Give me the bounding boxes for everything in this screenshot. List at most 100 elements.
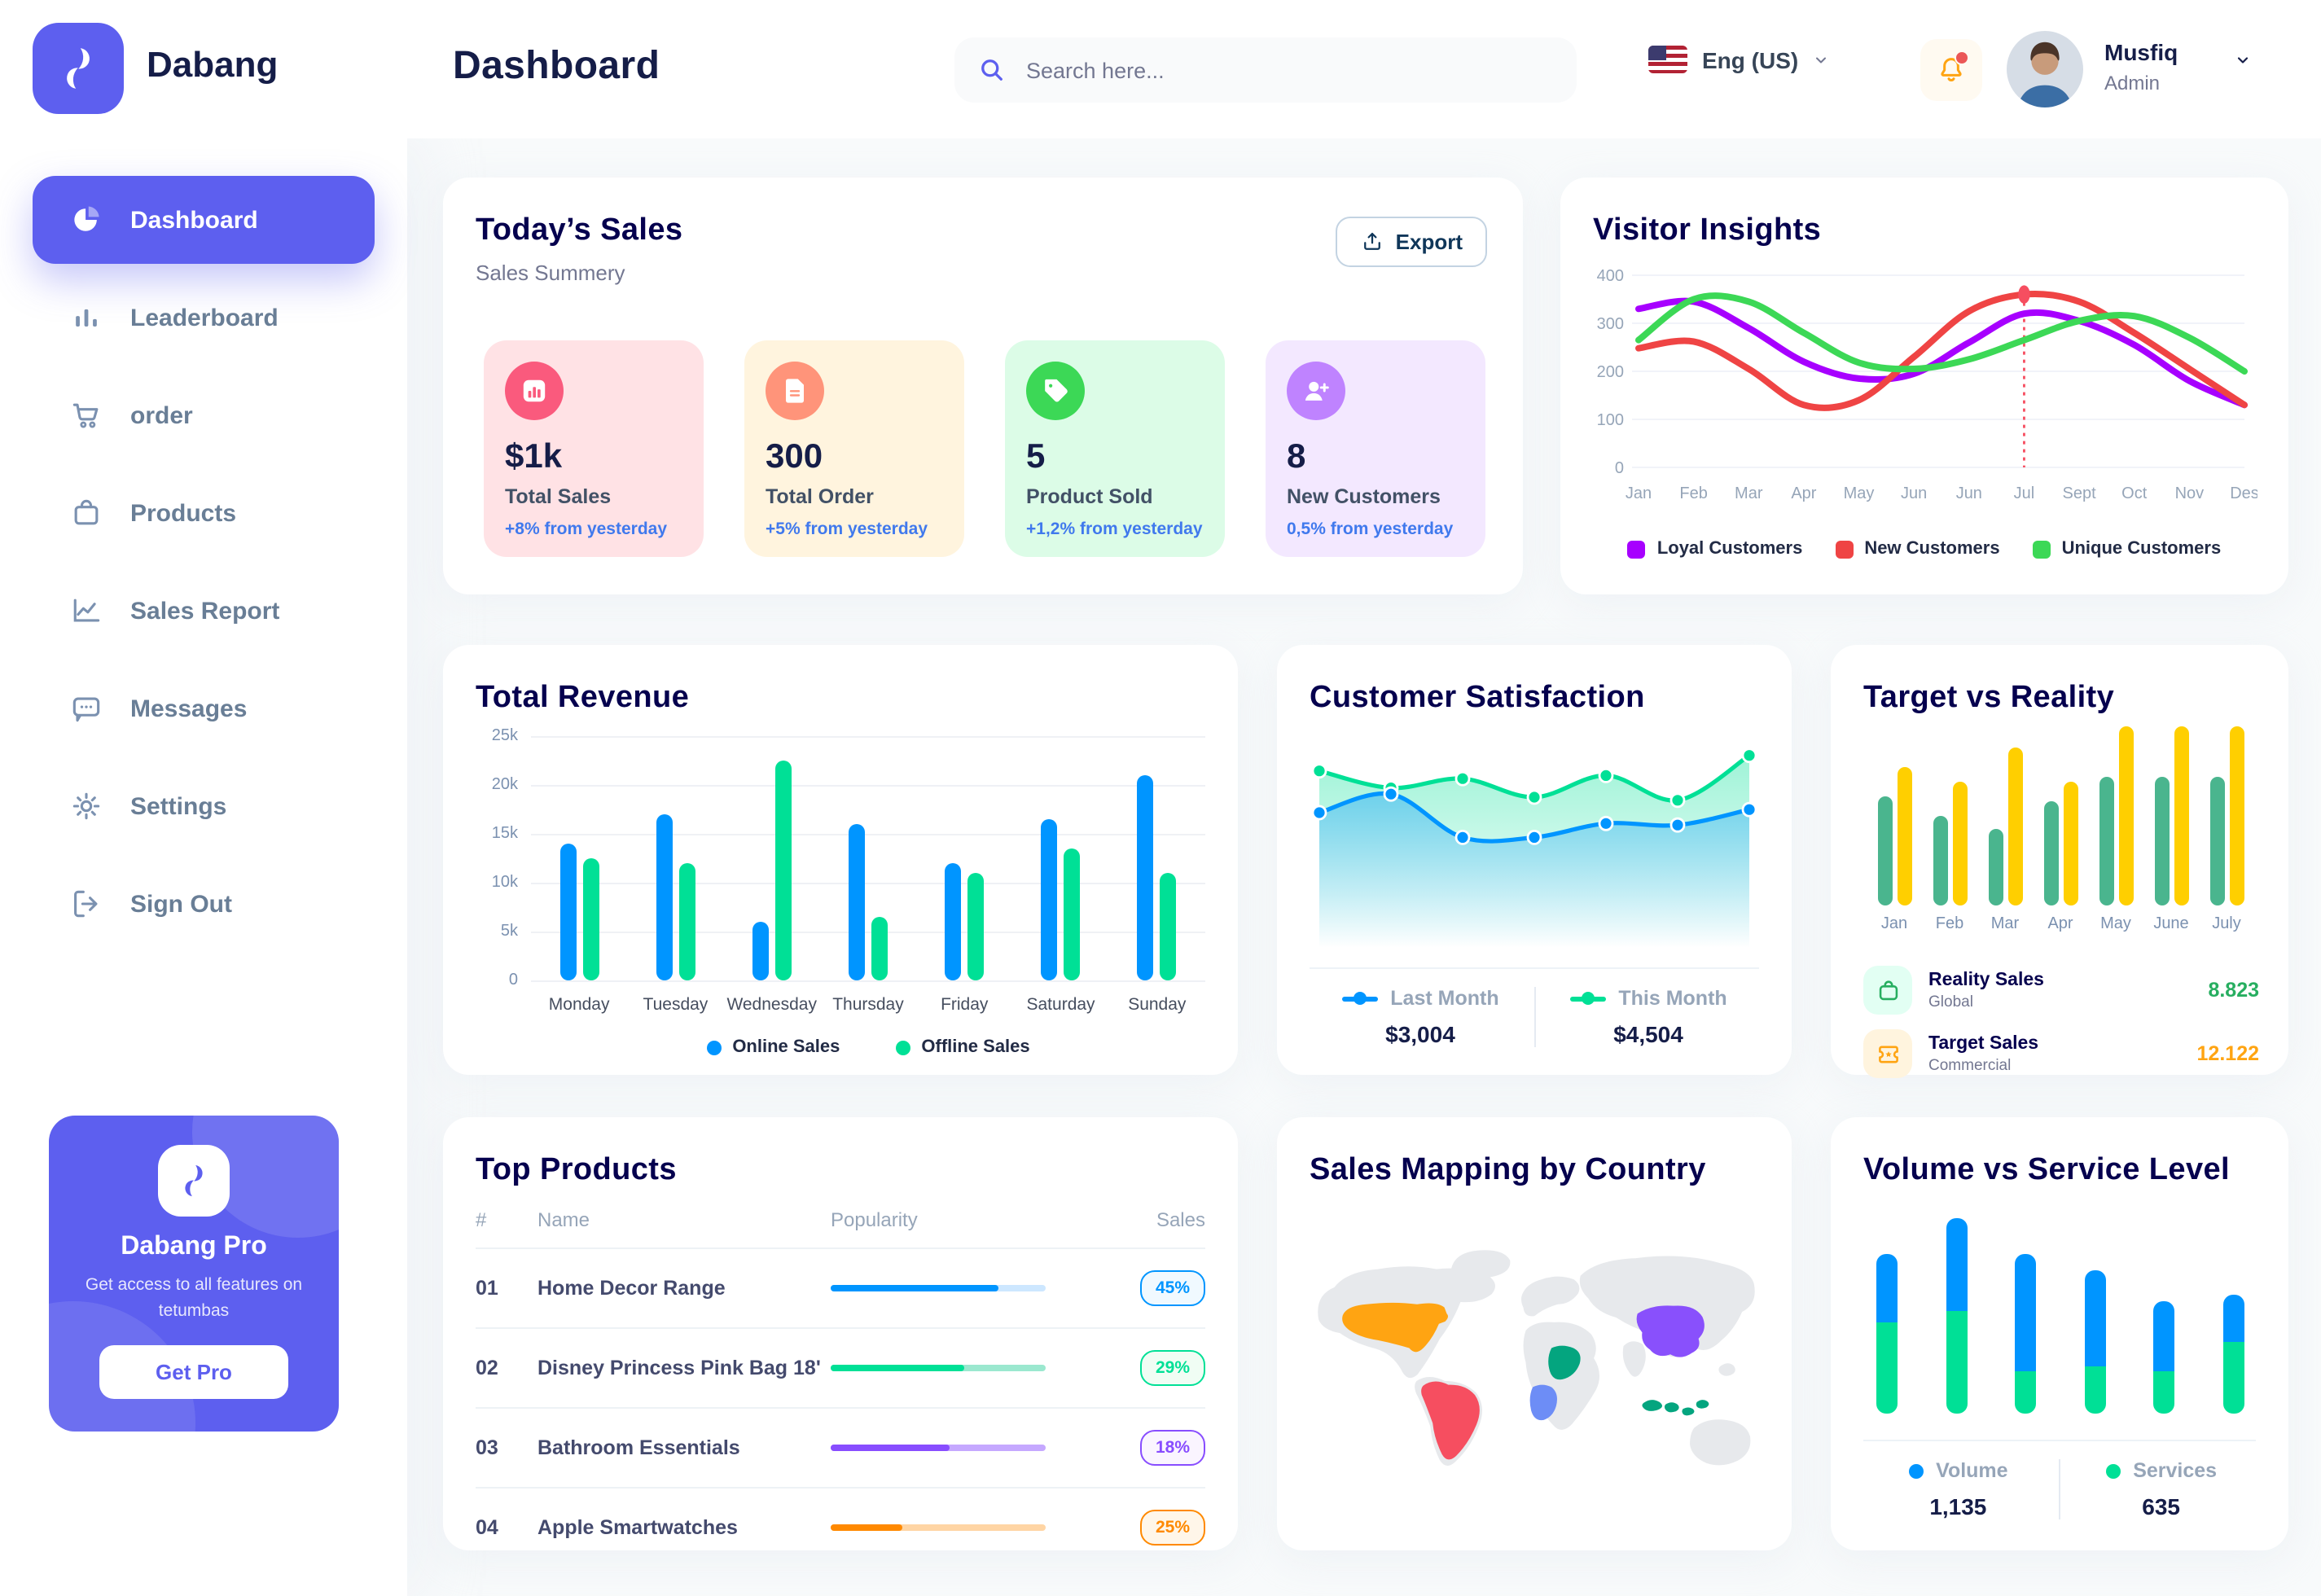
bar-group (945, 863, 985, 980)
target-vs-reality-legend: Reality Sales Global 8.823 Target Sales Comm… (1863, 951, 2259, 1078)
x-label: June (2153, 915, 2189, 933)
sidebar-item-dashboard[interactable]: Dashboard (33, 176, 375, 264)
get-pro-button[interactable]: Get Pro (99, 1344, 288, 1398)
reality-sales-bar (2043, 800, 2058, 905)
chevron-down-icon (1816, 56, 1827, 63)
table-row[interactable]: 02 Disney Princess Pink Bag 18' 29% (476, 1327, 1205, 1407)
legend-label: Volume (1936, 1459, 2008, 1482)
product-rank: 04 (476, 1516, 498, 1539)
bag-icon (74, 499, 99, 525)
legend-label: This Month (1618, 987, 1727, 1010)
volume-segment (2222, 1294, 2244, 1343)
sidebar-item-sign-out[interactable]: Sign Out (33, 860, 375, 948)
sales-summary-card: 5 Product Sold +1,2% from yesterday (1005, 340, 1225, 557)
legend-label: Reality Sales (1928, 970, 2044, 989)
x-label: Friday (941, 995, 989, 1015)
message-icon (72, 697, 100, 722)
offline-sales-bar (774, 761, 792, 980)
sidebar-item-products[interactable]: Products (33, 469, 375, 557)
reality-sales-bar (1933, 816, 1947, 905)
language-selector[interactable]: Eng (US) (1648, 46, 1829, 73)
legend-column: This Month $4,504 (1533, 987, 1762, 1047)
sidebar-item-settings[interactable]: Settings (33, 762, 375, 850)
table-row[interactable]: 01 Home Decor Range 45% (476, 1247, 1205, 1327)
search-input[interactable] (1023, 56, 1518, 84)
services-segment (1946, 1311, 1968, 1414)
sidebar-item-leaderboard[interactable]: Leaderboard (33, 274, 375, 362)
volume-segment (1876, 1254, 1898, 1323)
x-label: July (2212, 915, 2241, 933)
svg-text:0: 0 (1615, 459, 1624, 477)
services-segment (2222, 1342, 2244, 1414)
total-revenue-title: Total Revenue (476, 681, 690, 715)
legend-swatch (2032, 540, 2051, 558)
summary-delta: 0,5% from yesterday (1287, 520, 1454, 539)
total-revenue-card: Total Revenue 25k 20k 15k 10k 5k 0 Monday Tues… (443, 645, 1238, 1075)
stacked-bar (1946, 1218, 1968, 1414)
x-label: Jan (1880, 915, 1908, 933)
svg-text:200: 200 (1597, 363, 1624, 381)
x-label: Apr (2047, 915, 2073, 933)
reality-sales-bar (2209, 777, 2224, 905)
volume-service-card: Volume vs Service Level Volume 1,135 Servi… (1831, 1117, 2288, 1550)
notifications-button[interactable] (1920, 39, 1982, 101)
legend-swatch (1627, 540, 1646, 558)
user-role: Admin (2104, 72, 2161, 94)
x-label: Saturday (1026, 995, 1095, 1015)
offline-sales-bar (1160, 873, 1177, 980)
bag-icon-wrap (1863, 966, 1912, 1015)
target-sales-bar (1952, 781, 1967, 905)
sidebar-item-messages[interactable]: Messages (33, 664, 375, 752)
line-chart-icon (73, 598, 100, 622)
export-button[interactable]: Export (1335, 217, 1487, 267)
sales-badge: 18% (1140, 1430, 1205, 1466)
sidebar-item-sales-report[interactable]: Sales Report (33, 567, 375, 655)
user-plus-icon (1305, 381, 1329, 401)
product-rank: 03 (476, 1436, 498, 1459)
search-bar[interactable] (954, 37, 1577, 103)
bar-group (2043, 781, 2077, 905)
product-name: Bathroom Essentials (537, 1436, 740, 1459)
popularity-track (831, 1285, 1046, 1291)
y-tick: 25k (491, 727, 518, 745)
gridline (531, 932, 1205, 933)
table-row[interactable]: 04 Apple Smartwatches 25% (476, 1487, 1205, 1567)
legend-value: $4,504 (1613, 1021, 1683, 1047)
top-products-title: Top Products (476, 1153, 677, 1187)
sidebar-item-label: order (130, 401, 193, 429)
sign-out-icon (74, 890, 98, 918)
legend-item: Online Sales (706, 1037, 840, 1057)
volume-segment (2153, 1300, 2175, 1372)
x-label: Tuesday (643, 995, 709, 1015)
y-tick: 5k (500, 923, 518, 940)
avatar[interactable] (2007, 31, 2083, 107)
bar-groups (531, 736, 1205, 980)
customer-satisfaction-title: Customer Satisfaction (1310, 681, 1645, 715)
top-products-header: # Name Popularity Sales (476, 1208, 1205, 1231)
sidebar: Dashboard Leaderboard order Products Sales R… (0, 138, 407, 1596)
legend-row: Reality Sales Global 8.823 (1863, 966, 2259, 1015)
sidebar-item-label: Sales Report (130, 597, 280, 625)
x-label: Thursday (832, 995, 904, 1015)
services-segment (2084, 1366, 2106, 1414)
target-sales-bar (2007, 748, 2022, 905)
target-vs-reality-xlabels: Jan Feb Mar Apr May June July (1867, 915, 2254, 933)
table-row[interactable]: 03 Bathroom Essentials 18% (476, 1407, 1205, 1487)
summary-label: New Customers (1287, 485, 1441, 508)
legend-label: Loyal Customers (1656, 539, 1803, 559)
y-tick: 0 (508, 971, 518, 989)
summary-delta: +1,2% from yesterday (1026, 520, 1203, 539)
svg-text:May: May (1844, 484, 1875, 502)
pro-logo-icon (158, 1145, 230, 1217)
svg-text:100: 100 (1597, 411, 1624, 429)
sidebar-item-order[interactable]: order (33, 371, 375, 459)
profile-chevron-icon[interactable] (2235, 52, 2251, 68)
world-map-svg (1318, 1250, 1755, 1466)
user-plus-icon-wrap (1287, 362, 1345, 420)
online-sales-bar (848, 824, 865, 980)
legend-dot (2105, 1463, 2121, 1478)
online-sales-bar (752, 922, 769, 980)
summary-delta: +5% from yesterday (766, 520, 928, 539)
svg-text:Mar: Mar (1735, 484, 1763, 502)
legend-sublabel: Commercial (1928, 1056, 2012, 1074)
